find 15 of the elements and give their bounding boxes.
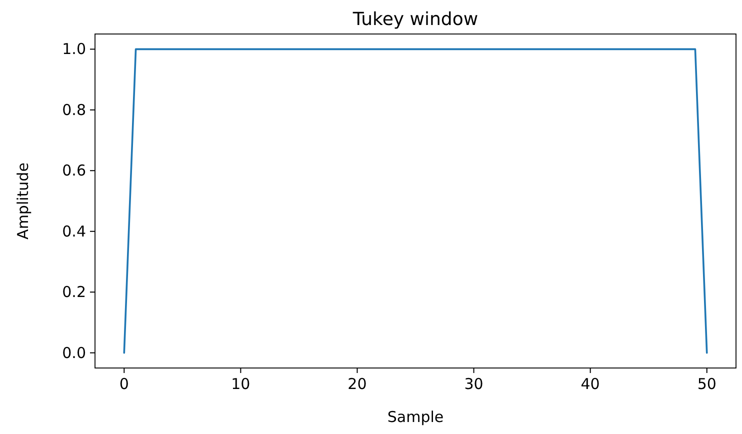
y-tick-label: 0.8 xyxy=(62,100,86,119)
x-tick-label: 40 xyxy=(580,375,600,393)
x-tick-label: 0 xyxy=(119,375,129,393)
x-tick-label: 30 xyxy=(464,375,484,393)
y-tick-label: 0.0 xyxy=(62,344,86,362)
x-tick-label: 50 xyxy=(697,375,716,393)
y-tick-label: 0.2 xyxy=(62,283,86,302)
y-tick-label: 0.4 xyxy=(62,222,86,240)
y-tick-label: 1.0 xyxy=(62,40,86,58)
y-axis-title: Amplitude xyxy=(14,162,32,240)
x-tick-label: 20 xyxy=(348,375,367,393)
y-tick-label: 0.6 xyxy=(62,162,86,180)
chart-title: Tukey window xyxy=(352,9,478,30)
x-tick-label: 10 xyxy=(231,375,250,393)
x-axis-title: Sample xyxy=(387,408,444,426)
